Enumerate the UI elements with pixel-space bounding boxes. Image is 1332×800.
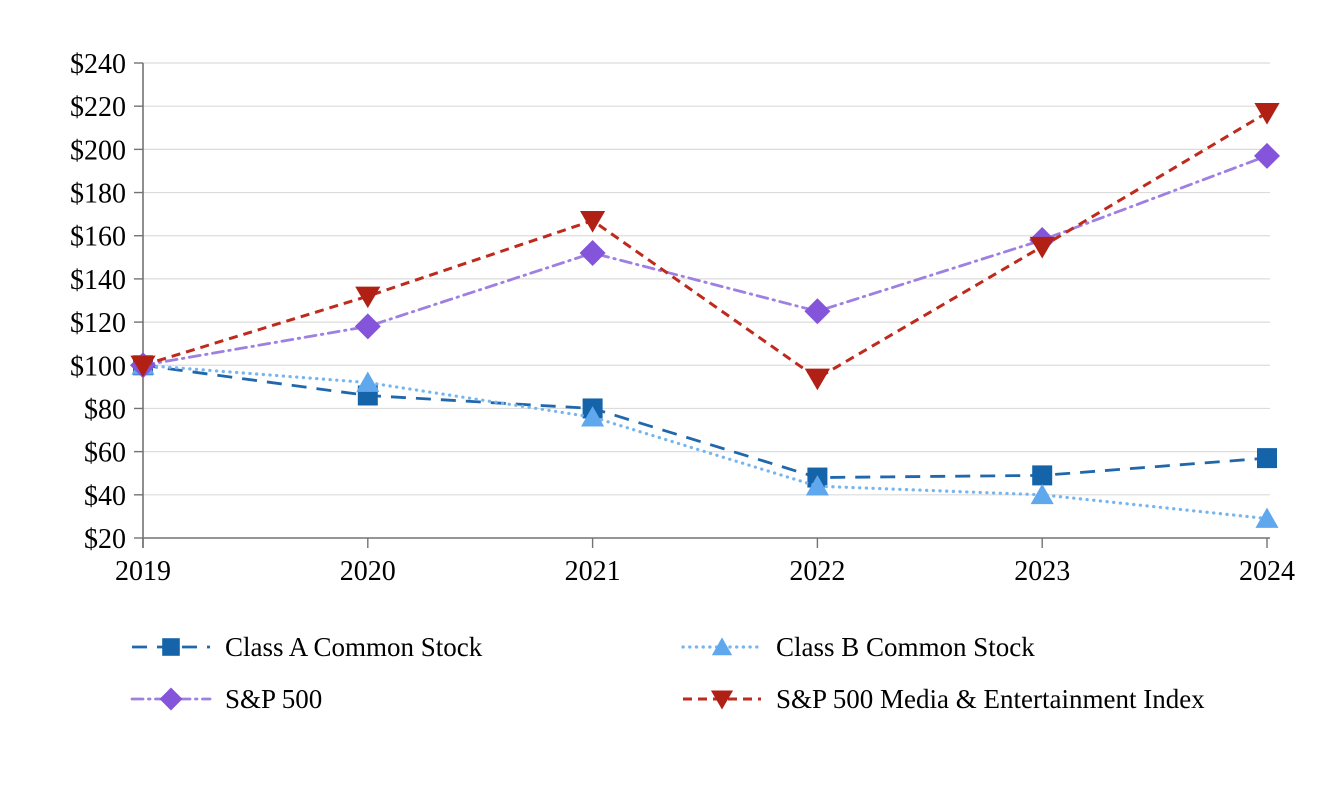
- series-line-sp500: [141, 154, 1269, 367]
- legend-item-class-a: Class A Common Stock: [130, 631, 681, 663]
- y-tick-label: $140: [70, 265, 126, 296]
- legend-sample-class-a-icon: [132, 638, 210, 656]
- y-tick-label: $220: [70, 92, 126, 123]
- marker-sp500: [354, 313, 381, 340]
- chart-legend: Class A Common Stock Class B Common Stoc…: [130, 631, 1205, 715]
- marker-class-b: [1030, 483, 1054, 505]
- marker-sp500: [1254, 142, 1280, 169]
- legend-marker-class-a: [162, 638, 180, 656]
- marker-sp500: [804, 298, 831, 325]
- marker-sp500: [579, 240, 606, 266]
- legend-marker-sp500: [159, 687, 183, 711]
- x-tick-label: 2023: [1014, 556, 1070, 587]
- marker-class-b: [356, 371, 380, 392]
- y-tick-label: $40: [84, 481, 126, 512]
- x-tick-label: 2021: [565, 556, 621, 587]
- legend-label-sp500-media: S&P 500 Media & Entertainment Index: [776, 683, 1205, 714]
- y-tick-label: $160: [70, 222, 126, 253]
- marker-class-a: [1257, 448, 1277, 469]
- series-line-class-a: [142, 363, 1268, 479]
- marker-class-b: [1255, 507, 1279, 528]
- series-line-sp500-media: [142, 111, 1268, 381]
- legend-sample-sp500-media-icon: [683, 690, 761, 710]
- marker-class-b: [581, 406, 605, 427]
- x-tick-label: 2022: [789, 556, 845, 587]
- y-tick-label: $100: [70, 351, 126, 382]
- legend-item-sp500: S&P 500: [130, 683, 681, 715]
- marker-sp500-media: [1254, 103, 1280, 125]
- legend-label-sp500: S&P 500: [225, 683, 323, 714]
- y-tick-label: $240: [70, 49, 126, 80]
- y-tick-label: $60: [84, 438, 126, 469]
- legend-marker-sp500-media: [710, 690, 734, 710]
- marker-sp500-media: [355, 286, 381, 309]
- marker-sp500-media: [804, 368, 830, 391]
- y-tick-label: $200: [70, 135, 126, 166]
- x-tick-label: 2019: [115, 556, 171, 587]
- marker-class-b: [805, 475, 829, 496]
- y-tick-label: $80: [84, 394, 126, 425]
- marker-sp500-media: [1029, 236, 1055, 259]
- marker-sp500-media: [580, 211, 606, 233]
- marker-class-a: [1032, 465, 1053, 486]
- y-tick-label: $180: [70, 179, 126, 210]
- x-tick-label: 2024: [1239, 556, 1295, 587]
- legend-sample-sp500-icon: [130, 687, 212, 711]
- legend-item-class-b: Class B Common Stock: [681, 631, 1205, 663]
- legend-label-class-b: Class B Common Stock: [776, 631, 1035, 662]
- marker-sp500-media: [130, 355, 156, 378]
- y-tick-label: $20: [84, 524, 126, 555]
- y-tick-label: $120: [70, 308, 126, 339]
- legend-label-class-a: Class A Common Stock: [225, 631, 483, 662]
- series-line-class-b: [141, 363, 1269, 521]
- legend-marker-class-b: [711, 637, 733, 656]
- legend-sample-class-b-icon: [681, 637, 763, 656]
- x-tick-label: 2020: [340, 556, 396, 587]
- legend-item-sp500-media: S&P 500 Media & Entertainment Index: [681, 683, 1205, 715]
